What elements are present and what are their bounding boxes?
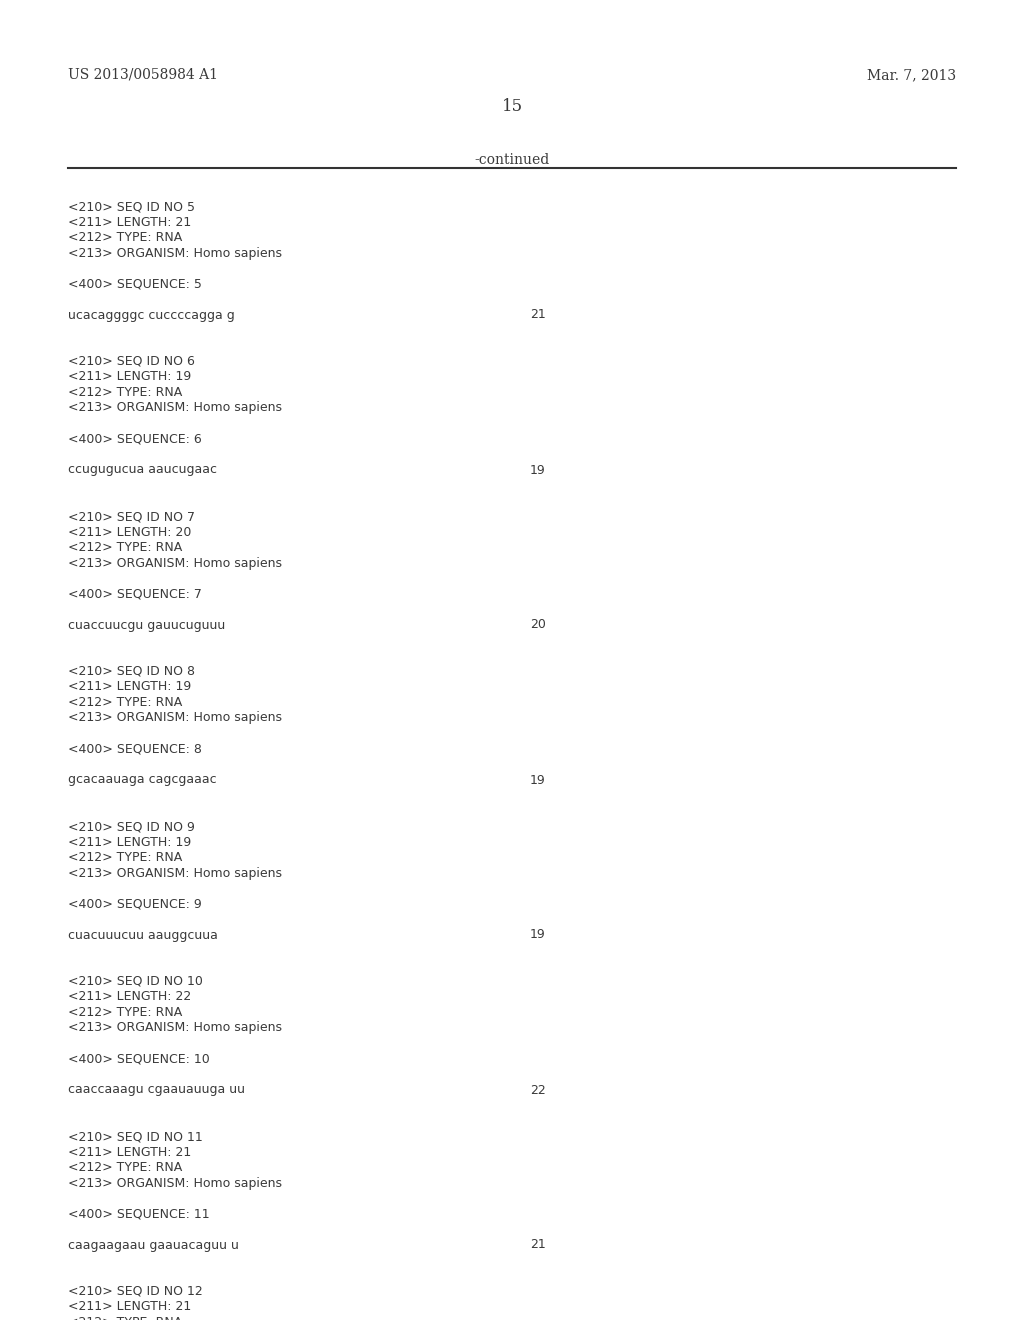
Text: <212> TYPE: RNA: <212> TYPE: RNA — [68, 231, 182, 244]
Text: 22: 22 — [530, 1084, 546, 1097]
Text: <400> SEQUENCE: 6: <400> SEQUENCE: 6 — [68, 433, 202, 446]
Text: Mar. 7, 2013: Mar. 7, 2013 — [867, 69, 956, 82]
Text: cuaccuucgu gauucuguuu: cuaccuucgu gauucuguuu — [68, 619, 225, 631]
Text: <212> TYPE: RNA: <212> TYPE: RNA — [68, 541, 182, 554]
Text: <400> SEQUENCE: 7: <400> SEQUENCE: 7 — [68, 587, 202, 601]
Text: <211> LENGTH: 19: <211> LENGTH: 19 — [68, 371, 191, 384]
Text: gcacaauaga cagcgaaac: gcacaauaga cagcgaaac — [68, 774, 217, 787]
Text: 20: 20 — [530, 619, 546, 631]
Text: <212> TYPE: RNA: <212> TYPE: RNA — [68, 385, 182, 399]
Text: 21: 21 — [530, 309, 546, 322]
Text: <213> ORGANISM: Homo sapiens: <213> ORGANISM: Homo sapiens — [68, 866, 282, 879]
Text: <210> SEQ ID NO 7: <210> SEQ ID NO 7 — [68, 510, 195, 523]
Text: <211> LENGTH: 21: <211> LENGTH: 21 — [68, 215, 191, 228]
Text: -continued: -continued — [474, 153, 550, 168]
Text: <211> LENGTH: 19: <211> LENGTH: 19 — [68, 681, 191, 693]
Text: <400> SEQUENCE: 8: <400> SEQUENCE: 8 — [68, 742, 202, 755]
Text: cuacuuucuu aauggcuua: cuacuuucuu aauggcuua — [68, 928, 218, 941]
Text: <211> LENGTH: 19: <211> LENGTH: 19 — [68, 836, 191, 849]
Text: <212> TYPE: RNA: <212> TYPE: RNA — [68, 1006, 182, 1019]
Text: <211> LENGTH: 21: <211> LENGTH: 21 — [68, 1146, 191, 1159]
Text: <213> ORGANISM: Homo sapiens: <213> ORGANISM: Homo sapiens — [68, 711, 282, 725]
Text: <210> SEQ ID NO 6: <210> SEQ ID NO 6 — [68, 355, 195, 368]
Text: <212> TYPE: RNA: <212> TYPE: RNA — [68, 1316, 182, 1320]
Text: <400> SEQUENCE: 10: <400> SEQUENCE: 10 — [68, 1052, 210, 1065]
Text: <400> SEQUENCE: 9: <400> SEQUENCE: 9 — [68, 898, 202, 911]
Text: <400> SEQUENCE: 5: <400> SEQUENCE: 5 — [68, 277, 202, 290]
Text: <210> SEQ ID NO 5: <210> SEQ ID NO 5 — [68, 201, 195, 213]
Text: <212> TYPE: RNA: <212> TYPE: RNA — [68, 1162, 182, 1173]
Text: <210> SEQ ID NO 9: <210> SEQ ID NO 9 — [68, 820, 195, 833]
Text: ucacaggggc cuccccagga g: ucacaggggc cuccccagga g — [68, 309, 234, 322]
Text: <211> LENGTH: 21: <211> LENGTH: 21 — [68, 1300, 191, 1313]
Text: caaccaaagu cgaauauuga uu: caaccaaagu cgaauauuga uu — [68, 1084, 245, 1097]
Text: <213> ORGANISM: Homo sapiens: <213> ORGANISM: Homo sapiens — [68, 401, 282, 414]
Text: ccugugucua aaucugaac: ccugugucua aaucugaac — [68, 463, 217, 477]
Text: <400> SEQUENCE: 11: <400> SEQUENCE: 11 — [68, 1208, 210, 1221]
Text: <210> SEQ ID NO 8: <210> SEQ ID NO 8 — [68, 665, 195, 678]
Text: US 2013/0058984 A1: US 2013/0058984 A1 — [68, 69, 218, 82]
Text: <210> SEQ ID NO 12: <210> SEQ ID NO 12 — [68, 1284, 203, 1298]
Text: 19: 19 — [530, 774, 546, 787]
Text: <210> SEQ ID NO 11: <210> SEQ ID NO 11 — [68, 1130, 203, 1143]
Text: <213> ORGANISM: Homo sapiens: <213> ORGANISM: Homo sapiens — [68, 1176, 282, 1189]
Text: 21: 21 — [530, 1238, 546, 1251]
Text: <211> LENGTH: 20: <211> LENGTH: 20 — [68, 525, 191, 539]
Text: <212> TYPE: RNA: <212> TYPE: RNA — [68, 696, 182, 709]
Text: <213> ORGANISM: Homo sapiens: <213> ORGANISM: Homo sapiens — [68, 247, 282, 260]
Text: 19: 19 — [530, 928, 546, 941]
Text: caagaagaau gaauacaguu u: caagaagaau gaauacaguu u — [68, 1238, 239, 1251]
Text: <210> SEQ ID NO 10: <210> SEQ ID NO 10 — [68, 975, 203, 987]
Text: <213> ORGANISM: Homo sapiens: <213> ORGANISM: Homo sapiens — [68, 557, 282, 569]
Text: 19: 19 — [530, 463, 546, 477]
Text: <213> ORGANISM: Homo sapiens: <213> ORGANISM: Homo sapiens — [68, 1022, 282, 1035]
Text: <211> LENGTH: 22: <211> LENGTH: 22 — [68, 990, 191, 1003]
Text: 15: 15 — [502, 98, 522, 115]
Text: <212> TYPE: RNA: <212> TYPE: RNA — [68, 851, 182, 865]
